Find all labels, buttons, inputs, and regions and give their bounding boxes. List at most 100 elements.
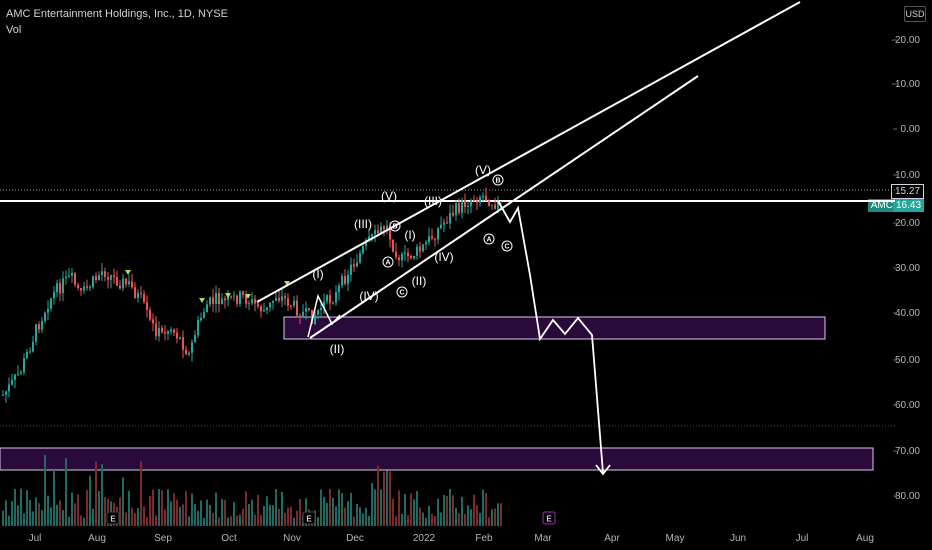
volume-bar bbox=[257, 494, 259, 526]
volume-bar bbox=[200, 500, 202, 526]
volume-bar bbox=[89, 475, 91, 526]
candle-body bbox=[260, 306, 262, 312]
wave-label: (IV) bbox=[434, 250, 453, 264]
volume-label[interactable]: Vol bbox=[6, 24, 22, 36]
volume-bar bbox=[68, 516, 70, 526]
volume-bar bbox=[434, 515, 436, 526]
volume-bar bbox=[251, 499, 253, 526]
volume-bar bbox=[242, 508, 244, 526]
ticker-tag: AMC bbox=[867, 199, 896, 212]
wave-label: (II) bbox=[412, 274, 427, 288]
volume-bar bbox=[350, 492, 352, 526]
candle-body bbox=[272, 300, 274, 303]
candle-body bbox=[299, 315, 301, 318]
volume-bar bbox=[401, 513, 403, 526]
signal-marker-icon bbox=[245, 294, 251, 299]
volume-bars bbox=[2, 455, 502, 526]
candle-body bbox=[158, 327, 160, 337]
wave-path-1 bbox=[307, 293, 341, 338]
y-tick-label: 30.00 bbox=[895, 263, 920, 274]
candle-body bbox=[284, 296, 286, 299]
candle-body bbox=[356, 262, 358, 267]
volume-bar bbox=[197, 510, 199, 526]
y-tick-label: 70.00 bbox=[895, 446, 920, 457]
y-tick-label: 20.00 bbox=[895, 218, 920, 229]
volume-bar bbox=[254, 514, 256, 526]
candle-body bbox=[230, 296, 232, 298]
volume-bar bbox=[188, 516, 190, 526]
volume-bar bbox=[389, 471, 391, 526]
candle-body bbox=[485, 195, 487, 201]
candle-body bbox=[233, 295, 235, 297]
candle-body bbox=[470, 200, 472, 206]
volume-bar bbox=[191, 493, 193, 526]
currency-button[interactable]: USD bbox=[904, 6, 926, 22]
volume-bar bbox=[83, 517, 85, 526]
y-tick-label: 0.00 bbox=[901, 124, 921, 135]
candle-body bbox=[128, 281, 130, 285]
volume-bar bbox=[149, 496, 151, 526]
candle-body bbox=[275, 297, 277, 301]
volume-bar bbox=[44, 455, 46, 526]
x-tick-label: Mar bbox=[534, 533, 552, 544]
x-tick-label: Jun bbox=[730, 533, 746, 544]
candle-body bbox=[113, 275, 115, 277]
volume-bar bbox=[452, 495, 454, 526]
candle-body bbox=[107, 276, 109, 280]
candle-body bbox=[8, 384, 10, 392]
candle-body bbox=[14, 374, 16, 380]
candle-body bbox=[35, 324, 37, 342]
price-axis: -20.00 -10.00 0.00 10.00 20.00 30.00 40.00 50.0… bbox=[892, 35, 921, 502]
symbol-title[interactable]: AMC Entertainment Holdings, Inc., 1D, NY… bbox=[6, 8, 228, 20]
earnings-marker-label: E bbox=[110, 515, 116, 524]
volume-bar bbox=[167, 489, 169, 526]
volume-bar bbox=[104, 496, 106, 526]
candle-body bbox=[203, 312, 205, 318]
candle-body bbox=[194, 335, 196, 343]
candle-body bbox=[347, 274, 349, 284]
volume-bar bbox=[446, 496, 448, 526]
candle-body bbox=[185, 349, 187, 355]
candle-body bbox=[62, 278, 64, 294]
candle-body bbox=[98, 275, 100, 280]
candle-body bbox=[17, 373, 19, 375]
signal-marker-icon bbox=[284, 281, 290, 286]
circle-label: B bbox=[392, 224, 397, 231]
volume-bar bbox=[377, 465, 379, 526]
volume-bar bbox=[353, 516, 355, 526]
x-tick-label: May bbox=[666, 533, 685, 544]
candle-body bbox=[137, 292, 139, 299]
candle-body bbox=[377, 230, 379, 234]
candle-body bbox=[374, 230, 376, 235]
candle-body bbox=[338, 285, 340, 293]
candle-body bbox=[176, 332, 178, 339]
candle-body bbox=[458, 203, 460, 213]
supply-zone-upper bbox=[283, 316, 826, 340]
volume-bar bbox=[491, 509, 493, 526]
candle-body bbox=[110, 275, 112, 280]
candle-body bbox=[434, 238, 436, 240]
volume-bar bbox=[320, 489, 322, 526]
volume-bar bbox=[179, 506, 181, 526]
volume-bar bbox=[236, 515, 238, 526]
volume-bar bbox=[233, 502, 235, 526]
candle-body bbox=[494, 204, 496, 209]
candle-body bbox=[146, 301, 148, 310]
volume-bar bbox=[29, 499, 31, 526]
volume-bar bbox=[53, 469, 55, 526]
candle-body bbox=[317, 310, 319, 315]
wave-label: (I) bbox=[312, 267, 323, 281]
volume-bar bbox=[443, 495, 445, 526]
candle-body bbox=[224, 298, 226, 300]
candle-body bbox=[422, 244, 424, 252]
candle-body bbox=[149, 309, 151, 320]
volume-bar bbox=[494, 508, 496, 526]
x-tick-label: Feb bbox=[475, 533, 493, 544]
x-tick-label: Oct bbox=[221, 533, 237, 544]
signal-marker-icon bbox=[225, 293, 231, 298]
volume-bar bbox=[437, 498, 439, 526]
volume-bar bbox=[203, 517, 205, 526]
volume-bar bbox=[125, 512, 127, 526]
volume-bar bbox=[386, 470, 388, 526]
